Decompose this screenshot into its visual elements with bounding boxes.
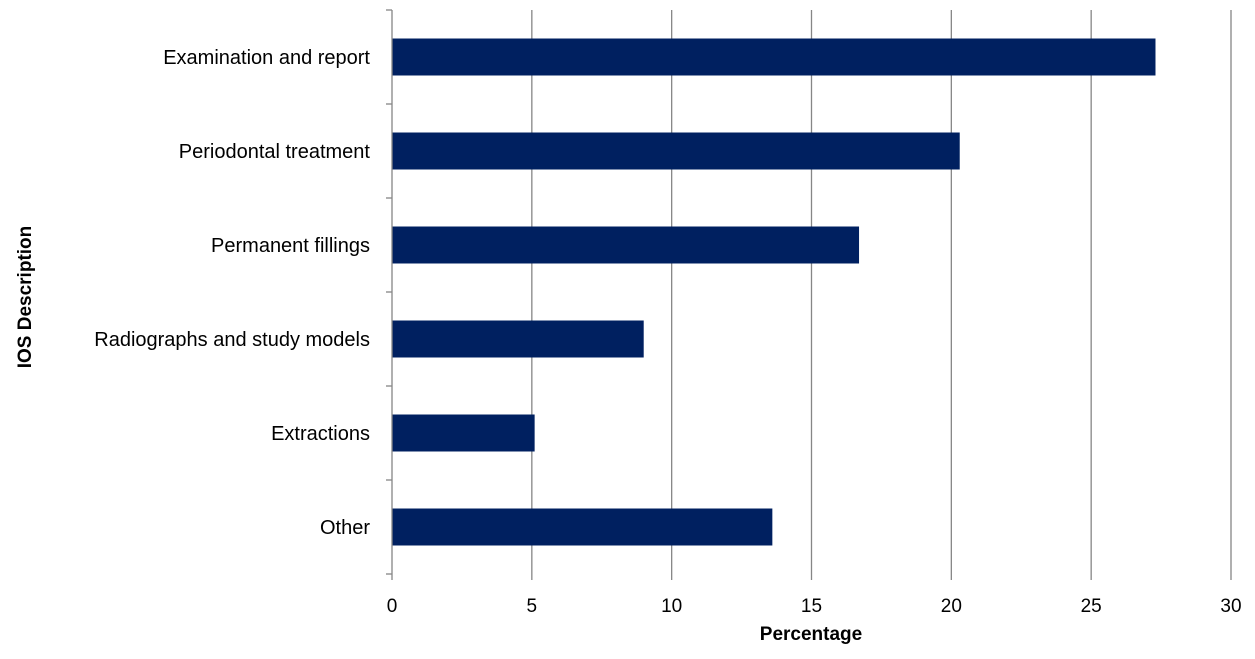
gridlines [531,10,1232,574]
bars [392,38,1156,546]
x-axis-title: Percentage [760,624,862,645]
bar-3 [392,226,860,264]
y-tick-labels: Examination and report Periodontal treatm… [94,47,370,539]
y-tick-label-4: Radiographs and study models [94,329,370,351]
bar-1 [392,38,1156,76]
y-tick-label-1: Examination and report [163,47,370,69]
y-tick-label-6: Other [320,517,370,539]
x-tick-labels: 0 5 10 15 20 25 30 [387,596,1242,617]
x-tick-label-0: 0 [387,596,398,617]
x-tick-label-30: 30 [1220,596,1241,617]
y-tick-label-2: Periodontal treatment [179,141,371,163]
x-tick-label-10: 10 [661,596,682,617]
x-tick-label-25: 25 [1081,596,1102,617]
x-tick-label-5: 5 [527,596,538,617]
axes [386,9,1232,580]
y-tick-label-5: Extractions [271,423,370,445]
bar-5 [392,414,535,452]
y-axis-title: IOS Description [15,226,36,369]
x-tick-label-15: 15 [801,596,822,617]
bar-2 [392,132,960,170]
y-tick-label-3: Permanent fillings [211,235,370,257]
bar-6 [392,508,773,546]
bar-4 [392,320,644,358]
x-tick-label-20: 20 [941,596,962,617]
